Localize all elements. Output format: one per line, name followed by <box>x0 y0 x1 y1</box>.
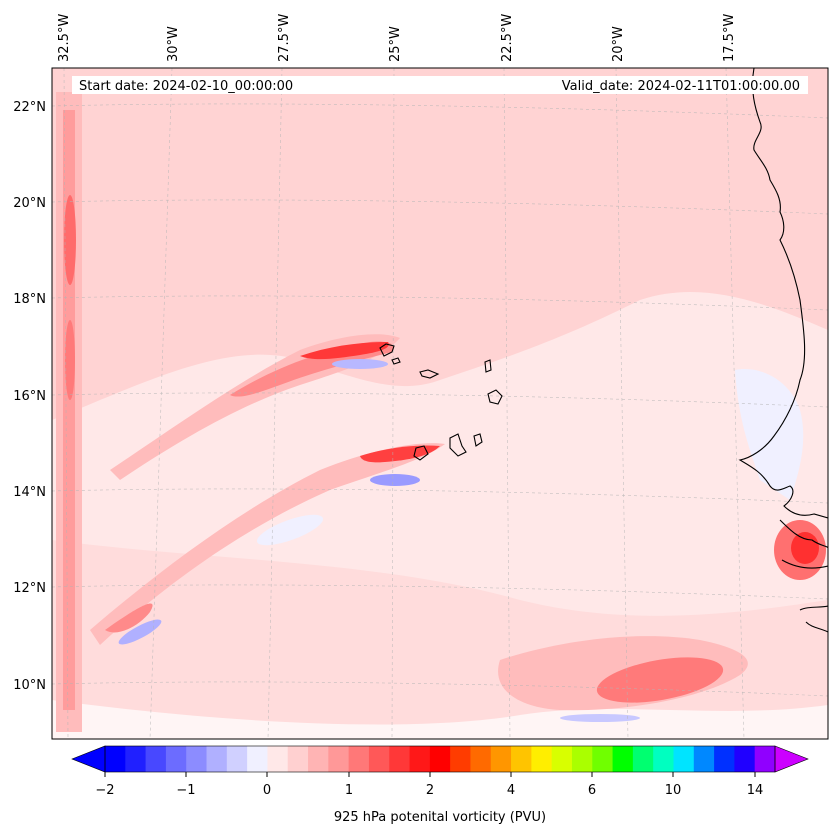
pv-streak-south-blue-2 <box>118 619 162 645</box>
pv-southeast-core <box>596 657 724 703</box>
colorbar-title: 925 hPa potenital vorticity (PVU) <box>334 810 546 825</box>
colorbar-cell <box>409 746 431 772</box>
lon-label-4: 25°W <box>388 26 403 62</box>
colorbar-tick-label-5: 2 <box>426 783 434 798</box>
colorbar-cell <box>571 746 593 772</box>
cape-verde-island-8 <box>473 433 483 447</box>
cape-verde-island-7 <box>449 433 467 457</box>
colorbar-cell <box>105 746 126 772</box>
cape-verde-island-2 <box>391 357 401 365</box>
colorbar-cell <box>308 746 329 772</box>
colorbar-cells <box>105 746 776 772</box>
colorbar-cell <box>429 746 451 772</box>
lat-label-1: 22°N <box>13 100 46 115</box>
lat-label-4: 16°N <box>13 389 46 404</box>
cape-verde-island-6 <box>413 445 429 461</box>
colorbar-cell <box>673 746 695 772</box>
colorbar-tick-label-3: 0 <box>263 783 271 798</box>
colorbar-cell <box>490 746 512 772</box>
cape-verde-island-1 <box>379 343 395 357</box>
pv-field-northern-region <box>52 68 828 420</box>
pv-coast-max-core <box>791 532 819 564</box>
colorbar-cell <box>145 746 167 772</box>
valid-date-label: Valid_date: 2024-02-11T01:00:00.00 <box>562 79 800 94</box>
lon-label-5: 22.5°W <box>500 14 515 62</box>
colorbar-tick-label-9: 14 <box>747 783 764 798</box>
cape-verde-island-3 <box>419 369 440 379</box>
colorbar-cell <box>653 746 674 772</box>
colorbar-cell <box>592 746 614 772</box>
lat-label-3: 18°N <box>13 292 46 307</box>
lat-label-2: 20°N <box>13 196 46 211</box>
map-panel <box>52 68 828 739</box>
pv-streak-south-core <box>105 603 153 633</box>
colorbar-cell <box>511 746 532 772</box>
colorbar-cell <box>612 746 634 772</box>
colorbar-cell <box>348 746 370 772</box>
latitude-labels: 22°N 20°N 18°N 16°N 14°N 12°N 10°N <box>13 100 46 693</box>
cape-verde-island-4 <box>484 359 492 373</box>
pv-southeast-blue <box>560 714 640 722</box>
africa-coastline <box>738 68 828 633</box>
colorbar-max-arrow <box>774 745 809 773</box>
colorbar-cell <box>226 746 248 772</box>
coastlines <box>379 68 828 633</box>
pv-field-south-low <box>52 700 828 739</box>
colorbar-cell <box>125 746 147 772</box>
colorbar-cell <box>247 746 268 772</box>
colorbar-cell <box>531 746 553 772</box>
colorbar-cell <box>693 746 715 772</box>
colorbar: −2 −1 0 1 2 4 6 10 14 925 hPa potenital … <box>71 745 809 825</box>
pv-west-edge-max-1 <box>64 195 76 285</box>
lon-label-7: 17.5°W <box>722 14 737 62</box>
colorbar-cell <box>450 746 471 772</box>
colorbar-cell <box>734 746 756 772</box>
colorbar-frame <box>104 745 776 773</box>
lat-label-5: 14°N <box>13 485 46 500</box>
longitude-labels: 32.5°W 30°W 27.5°W 25°W 22.5°W 20°W 17.5… <box>57 14 737 62</box>
pv-streak-south-blue <box>370 474 420 486</box>
colorbar-cell <box>470 746 492 772</box>
lon-label-1: 32.5°W <box>57 14 72 62</box>
colorbar-cell <box>206 746 228 772</box>
lon-label-6: 20°W <box>611 26 626 62</box>
lon-label-3: 27.5°W <box>277 14 292 62</box>
pv-streak-north-max <box>300 342 389 360</box>
colorbar-tick-label-8: 10 <box>665 783 682 798</box>
colorbar-cell <box>287 746 309 772</box>
colorbar-cell <box>551 746 573 772</box>
map-frame <box>51 67 829 740</box>
colorbar-tick-label-4: 1 <box>345 783 353 798</box>
pv-low-blob-west <box>256 514 324 546</box>
colorbar-cell <box>632 746 654 772</box>
colorbar-ticks <box>104 772 756 777</box>
colorbar-tick-label-2: −1 <box>176 783 195 798</box>
colorbar-tick-label-1: −2 <box>95 783 114 798</box>
lat-label-6: 12°N <box>13 581 46 596</box>
pv-streak-north-blue <box>332 359 388 369</box>
colorbar-cell <box>328 746 350 772</box>
colorbar-min-arrow <box>71 745 106 773</box>
date-banner: Start date: 2024-02-10_00:00:00 Valid_da… <box>72 76 808 94</box>
pv-streak-north <box>110 334 400 480</box>
graticule <box>52 68 828 739</box>
colorbar-cell <box>368 746 390 772</box>
pv-west-edge-max-2 <box>65 320 75 400</box>
lon-label-2: 30°W <box>166 26 181 62</box>
colorbar-cell <box>165 746 187 772</box>
colorbar-tick-label-6: 4 <box>507 783 515 798</box>
pv-coast-low-strip <box>735 369 804 500</box>
colorbar-cell <box>389 746 411 772</box>
colorbar-cell <box>186 746 208 772</box>
colorbar-cell <box>267 746 289 772</box>
colorbar-tick-label-7: 6 <box>588 783 596 798</box>
cape-verde-island-5 <box>487 389 503 405</box>
colorbar-cell <box>754 746 776 772</box>
colorbar-cell <box>714 746 735 772</box>
pv-streak-south-max <box>360 445 440 463</box>
lat-label-7: 10°N <box>13 678 46 693</box>
start-date-label: Start date: 2024-02-10_00:00:00 <box>79 79 293 94</box>
